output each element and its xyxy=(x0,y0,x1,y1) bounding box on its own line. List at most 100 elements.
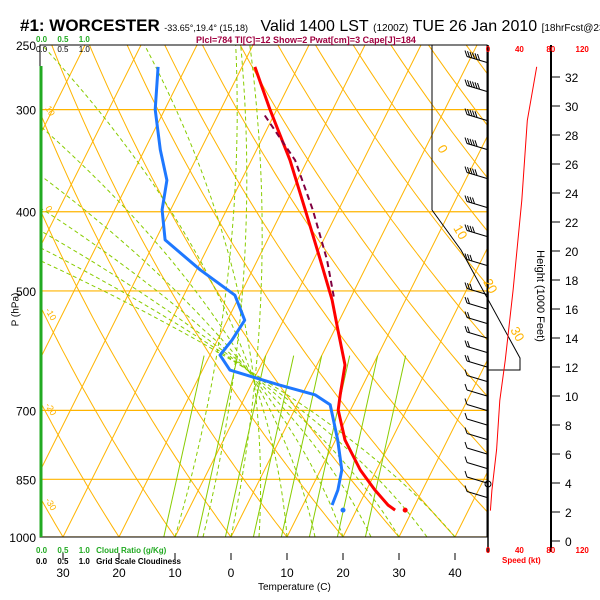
pressure-tick-label: 850 xyxy=(16,473,36,487)
cloud-scale-top-black: 0.0 0.5 1.0 xyxy=(36,45,90,54)
height-tick-label: 26 xyxy=(565,158,579,172)
theta-label: -10 xyxy=(43,306,58,322)
barb-feather xyxy=(464,398,468,405)
isotherm xyxy=(40,45,254,473)
barb-feather xyxy=(467,326,470,333)
temp-tick-label: 40 xyxy=(448,566,462,580)
barb-feather xyxy=(469,167,473,175)
isotherm xyxy=(62,45,310,537)
calm-circle xyxy=(484,480,492,488)
mixing-ratio-line xyxy=(280,355,323,537)
dry-adiabat xyxy=(51,45,344,537)
theta-label: -30 xyxy=(43,496,58,512)
barb-feather xyxy=(464,166,468,173)
dry-adiabat xyxy=(352,45,487,232)
scale-tick: 1.0 xyxy=(78,35,90,44)
utc-time: (1200Z) xyxy=(373,23,409,34)
barb-staff xyxy=(466,259,488,266)
barb-feather xyxy=(472,168,475,175)
barb-feather xyxy=(467,196,470,203)
height-tick-label: 14 xyxy=(565,332,579,346)
barb-feather xyxy=(464,79,468,86)
mixing-ratio-line xyxy=(163,355,205,537)
barb-feather xyxy=(464,354,468,362)
scale-tick: 0.5 xyxy=(57,557,69,566)
barb-feather xyxy=(464,325,468,333)
sounding-lines xyxy=(153,66,408,513)
barb-feather xyxy=(464,253,468,260)
barb-staff xyxy=(466,476,488,484)
barb-staff xyxy=(466,317,488,324)
temp-tick-label: 10 xyxy=(168,566,182,580)
isotherm xyxy=(398,359,487,537)
height-tick-label: 32 xyxy=(565,71,579,85)
wind-barb xyxy=(464,354,488,368)
dewpoint-line xyxy=(153,66,344,506)
wind-barb xyxy=(464,311,488,324)
wind-barb xyxy=(464,253,488,266)
height-tick-label: 22 xyxy=(565,216,579,230)
wind-barb xyxy=(464,441,488,455)
temp-tick-label: 10 xyxy=(280,566,294,580)
barb-feather xyxy=(472,81,475,88)
scale-tick: 0.0 xyxy=(36,45,48,54)
isotherm xyxy=(511,45,600,537)
wind-barb xyxy=(464,224,488,237)
height-tick-label: 2 xyxy=(565,506,572,520)
barb-feather xyxy=(474,140,478,147)
scale-tick: 0.5 xyxy=(57,45,69,54)
theta-label: -20 xyxy=(43,401,58,417)
height-tick-label: 4 xyxy=(565,477,572,491)
barb-feather xyxy=(467,51,470,58)
moist-adiabat xyxy=(41,45,288,537)
speed-tick-label: 120 xyxy=(576,546,590,555)
dry-adiabat xyxy=(40,304,176,537)
barb-feather xyxy=(477,53,480,61)
speed-tick-label: 0 xyxy=(486,45,491,54)
scale-tick: 0.5 xyxy=(57,546,69,555)
temp-tick-label: 30 xyxy=(56,566,70,580)
surface-dew-marker xyxy=(340,507,346,513)
barb-feather xyxy=(464,412,468,420)
isotherm xyxy=(40,45,142,249)
wind-barb xyxy=(464,325,488,339)
wind-barb xyxy=(464,485,488,498)
barb-feather xyxy=(469,254,473,262)
barb-feather xyxy=(464,456,468,463)
barb-staff xyxy=(466,389,488,397)
pressure-tick-label: 250 xyxy=(16,39,36,53)
wind-barb xyxy=(464,412,488,426)
scale-tick: 0.0 xyxy=(36,35,48,44)
dry-adiabat xyxy=(40,208,232,537)
barb-feather xyxy=(464,470,468,478)
scale-tick: 1.0 xyxy=(78,557,90,566)
barb-feather xyxy=(467,225,470,232)
barb-feather xyxy=(464,369,468,376)
date: TUE 26 Jan 2010 xyxy=(412,18,538,35)
wind-barb xyxy=(464,137,488,150)
barb-staff xyxy=(466,114,488,121)
barb-feather xyxy=(467,138,470,145)
wind-barb xyxy=(464,108,488,121)
wind-barb xyxy=(464,79,488,92)
barb-feather xyxy=(472,52,475,59)
dry-adiabat xyxy=(126,45,456,537)
barb-staff xyxy=(466,201,488,208)
barb-staff xyxy=(466,360,488,368)
barb-feather xyxy=(464,282,468,289)
moist-adiabat xyxy=(40,125,316,537)
height-tick-label: 20 xyxy=(565,245,579,259)
wind-barb xyxy=(464,470,488,484)
indices-line: Plcl=784 Tl[C]=12 Show=2 Pwat[cm]=3 Cape… xyxy=(196,35,416,45)
cloud-scale-top: 0.0 0.5 1.0 xyxy=(36,35,90,44)
barb-feather xyxy=(467,355,470,362)
scale-tick: 1.0 xyxy=(78,546,90,555)
boundary-line xyxy=(431,209,521,371)
frame xyxy=(39,44,552,552)
barb-feather xyxy=(469,51,473,59)
height-tick-label: 16 xyxy=(565,303,579,317)
temp-tick-label: 20 xyxy=(112,566,126,580)
station-name: #1: WORCESTER xyxy=(20,16,160,35)
barb-feather xyxy=(467,80,470,87)
